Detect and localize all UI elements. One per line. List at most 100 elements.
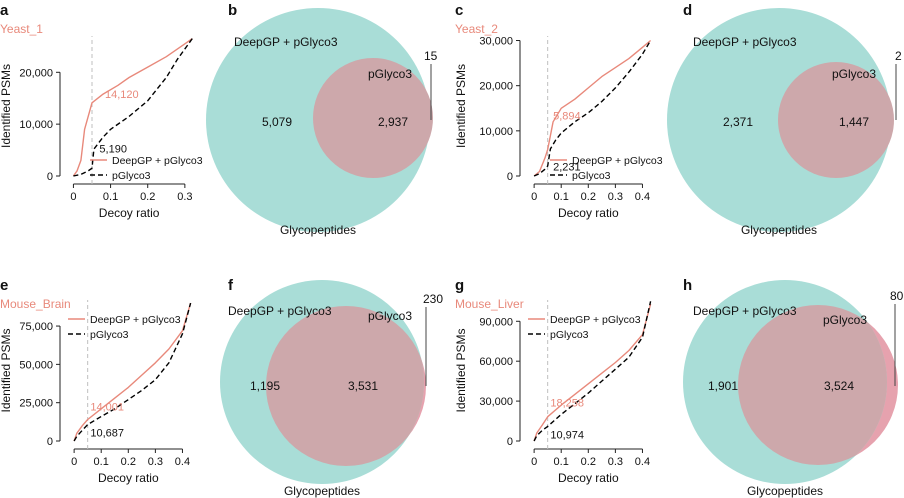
panel-f: f DeepGP + pGlyco3 pGlyco3 1,195 3,531 230 Gly… bbox=[220, 277, 443, 498]
x-axis-label: Decoy ratio bbox=[99, 206, 160, 220]
venn-set-label: DeepGP + pGlyco3 bbox=[228, 304, 332, 318]
series-line-pglyco3 bbox=[533, 301, 652, 442]
venn-overlap-region bbox=[313, 58, 433, 178]
venn-caption: Glycopeptides bbox=[747, 484, 823, 498]
panel-letter: e bbox=[0, 277, 8, 294]
panel-letter: g bbox=[455, 277, 464, 294]
y-tick-label: 20,000 bbox=[19, 67, 53, 79]
panel-g: g Mouse_Liver 0 0.1 0.2 0.3 0.4 0 30,000 60,000 90… bbox=[454, 277, 652, 485]
x-tick-label: 0.4 bbox=[635, 191, 650, 203]
panel-a: a Yeast_1 0 0.1 0.2 0.3 0 10,000 20,000 Decoy rat… bbox=[0, 2, 203, 220]
y-tick-label: 60,000 bbox=[479, 356, 513, 368]
venn-count-only-b: 2 bbox=[895, 49, 902, 63]
venn-caption: Glycopeptides bbox=[741, 223, 817, 237]
panel-letter: f bbox=[228, 277, 234, 294]
venn-set-label: pGlyco3 bbox=[832, 67, 876, 81]
panel-letter: d bbox=[683, 2, 692, 19]
y-tick-label: 30,000 bbox=[479, 396, 513, 408]
venn-set-label: pGlyco3 bbox=[823, 313, 867, 327]
dataset-label: Mouse_Brain bbox=[0, 297, 71, 311]
venn-set-label: DeepGP + pGlyco3 bbox=[234, 35, 338, 49]
value-annotation: 10,687 bbox=[90, 427, 124, 439]
panel-e: e Mouse_Brain 0 0.1 0.2 0.3 0.4 0 25,000 50,000 75… bbox=[0, 277, 192, 485]
venn-count-only-b: 15 bbox=[424, 49, 438, 63]
x-tick-label: 0 bbox=[531, 191, 537, 203]
x-tick-label: 0.3 bbox=[148, 456, 163, 468]
series-line-pglyco3 bbox=[73, 302, 192, 442]
y-tick-label: 0 bbox=[507, 171, 513, 183]
y-tick-label: 20,000 bbox=[479, 81, 513, 93]
venn-caption: Glycopeptides bbox=[284, 484, 360, 498]
y-axis-label: Identified PSMs bbox=[0, 64, 13, 148]
y-tick-label: 50,000 bbox=[19, 359, 53, 371]
series-line-deepgp-pglyco3 bbox=[533, 39, 652, 177]
x-tick-label: 0.2 bbox=[581, 456, 596, 468]
panel-letter: c bbox=[455, 2, 463, 19]
venn-count-only-a: 1,195 bbox=[250, 379, 280, 393]
venn-count-overlap: 1,447 bbox=[839, 115, 869, 129]
y-axis-label: Identified PSMs bbox=[454, 64, 468, 148]
x-tick-label: 0.1 bbox=[554, 191, 569, 203]
x-tick-label: 0.1 bbox=[94, 456, 109, 468]
y-tick-label: 30,000 bbox=[479, 36, 513, 48]
legend-label: DeepGP + pGlyco3 bbox=[550, 314, 641, 326]
legend-label: DeepGP + pGlyco3 bbox=[90, 314, 181, 326]
venn-caption: Glycopeptides bbox=[280, 223, 356, 237]
y-tick-label: 0 bbox=[47, 436, 53, 448]
x-axis-label: Decoy ratio bbox=[98, 471, 159, 485]
panel-d: d DeepGP + pGlyco3 pGlyco3 2,371 1,447 2 Glyco… bbox=[667, 2, 902, 237]
y-tick-label: 25,000 bbox=[19, 398, 53, 410]
dataset-label: Yeast_1 bbox=[0, 22, 43, 36]
y-tick-label: 0 bbox=[507, 436, 513, 448]
value-annotation: 10,974 bbox=[550, 429, 584, 441]
x-tick-label: 0.4 bbox=[175, 456, 190, 468]
legend-label: DeepGP + pGlyco3 bbox=[572, 155, 663, 167]
venn-set-label: pGlyco3 bbox=[368, 67, 412, 81]
dataset-label: Yeast_2 bbox=[455, 22, 498, 36]
x-tick-label: 0.2 bbox=[140, 191, 155, 203]
value-annotation: 18,258 bbox=[550, 397, 584, 409]
venn-overlap-region bbox=[738, 305, 887, 465]
dataset-label: Mouse_Liver bbox=[455, 297, 524, 311]
y-axis-label: Identified PSMs bbox=[454, 328, 468, 412]
value-annotation: 2,231 bbox=[553, 162, 581, 174]
x-tick-label: 0.1 bbox=[554, 456, 569, 468]
venn-count-only-a: 5,079 bbox=[262, 115, 292, 129]
y-tick-label: 75,000 bbox=[19, 321, 53, 333]
x-tick-label: 0 bbox=[71, 456, 77, 468]
x-tick-label: 0.3 bbox=[608, 456, 623, 468]
x-tick-label: 0.2 bbox=[121, 456, 136, 468]
legend-label: DeepGP + pGlyco3 bbox=[112, 155, 203, 167]
venn-count-overlap: 3,524 bbox=[824, 379, 854, 393]
x-tick-label: 0.3 bbox=[608, 191, 623, 203]
value-annotation: 5,894 bbox=[553, 111, 581, 123]
panel-b: b DeepGP + pGlyco3 pGlyco3 5,079 2,937 15 Glyc… bbox=[206, 2, 438, 237]
x-tick-label: 0.3 bbox=[177, 191, 192, 203]
x-axis-label: Decoy ratio bbox=[558, 471, 619, 485]
y-axis-label: Identified PSMs bbox=[0, 328, 13, 412]
legend-label: pGlyco3 bbox=[572, 170, 611, 182]
venn-count-only-a: 2,371 bbox=[723, 115, 753, 129]
y-tick-label: 10,000 bbox=[479, 126, 513, 138]
venn-set-label: pGlyco3 bbox=[368, 309, 412, 323]
y-tick-label: 90,000 bbox=[479, 316, 513, 328]
venn-count-overlap: 2,937 bbox=[378, 115, 408, 129]
venn-count-only-b: 80 bbox=[890, 289, 904, 303]
legend-label: pGlyco3 bbox=[112, 170, 151, 182]
panel-letter: b bbox=[228, 2, 237, 19]
venn-overlap-region bbox=[778, 62, 894, 178]
series-line-pglyco3 bbox=[73, 38, 193, 177]
venn-count-only-a: 1,901 bbox=[708, 379, 738, 393]
venn-count-only-b: 230 bbox=[423, 292, 443, 306]
panel-letter: a bbox=[0, 2, 9, 19]
value-annotation: 14,001 bbox=[90, 401, 124, 413]
series-line-deepgp-pglyco3 bbox=[73, 302, 192, 442]
legend-label: pGlyco3 bbox=[90, 329, 129, 341]
x-tick-label: 0.2 bbox=[581, 191, 596, 203]
x-tick-label: 0.1 bbox=[103, 191, 118, 203]
venn-set-label: DeepGP + pGlyco3 bbox=[693, 35, 797, 49]
venn-overlap-region bbox=[266, 306, 424, 466]
x-tick-label: 0 bbox=[531, 456, 537, 468]
